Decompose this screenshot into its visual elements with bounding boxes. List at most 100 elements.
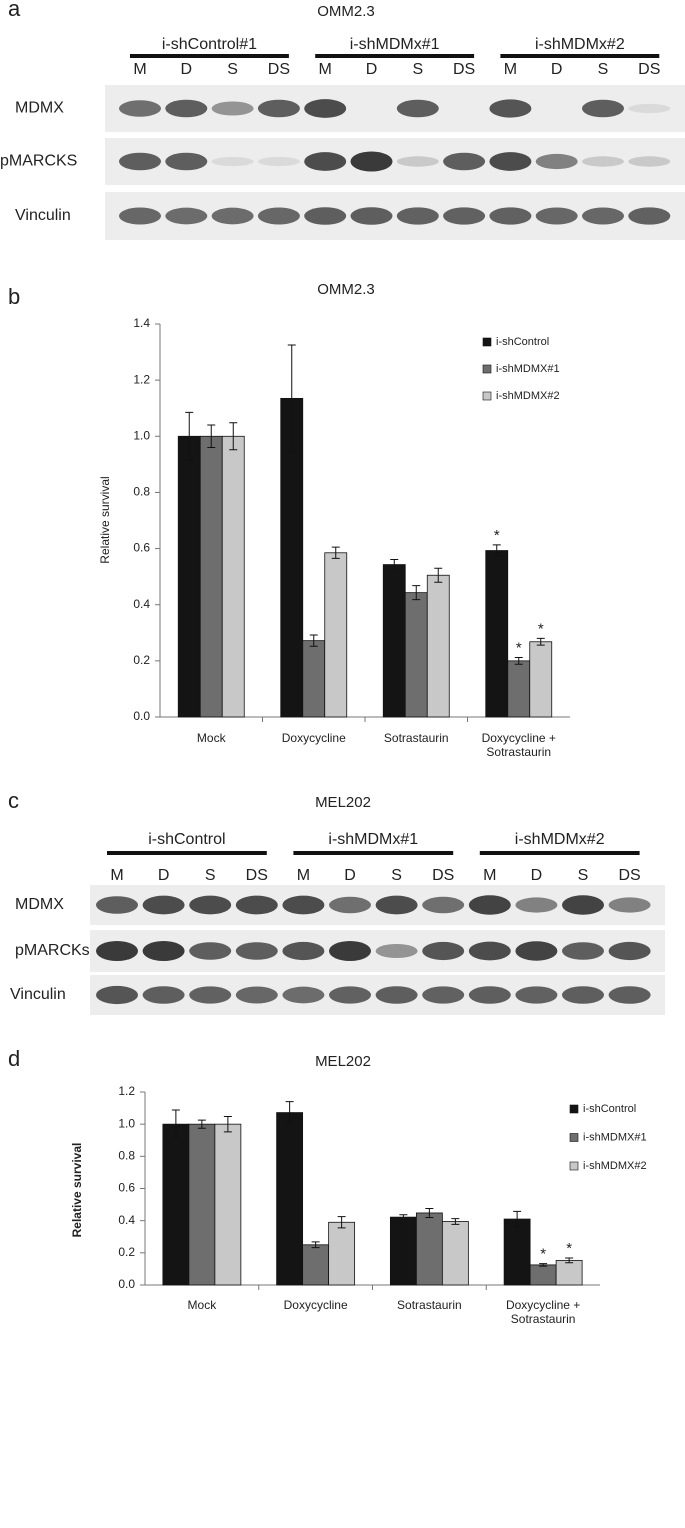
bar [507, 660, 531, 718]
lane-label: D [344, 867, 356, 884]
band [329, 896, 371, 914]
y-tick-label: 0.0 [118, 1277, 135, 1291]
bar [177, 435, 201, 718]
band [489, 207, 532, 225]
band [468, 986, 511, 1004]
lane-label: DS [246, 867, 268, 884]
band [165, 99, 208, 118]
bar [199, 435, 223, 718]
lane-label: D [158, 867, 170, 884]
lane-label: S [391, 867, 402, 884]
band [235, 942, 278, 960]
legend-label: i-shControl [583, 1103, 636, 1115]
bar [328, 1221, 356, 1286]
band [608, 897, 651, 913]
band [562, 895, 604, 915]
band [350, 207, 393, 225]
bar [485, 550, 509, 718]
band [443, 207, 486, 225]
error-bar [309, 634, 318, 647]
x-tick-label: Doxycycline + Sotrastaurin [481, 731, 556, 759]
band [350, 151, 393, 172]
y-axis-label: Relative survival [98, 476, 112, 563]
significance-mark: * [540, 1246, 546, 1263]
error-bar [229, 422, 238, 451]
band [119, 152, 161, 171]
band [211, 156, 254, 167]
band [257, 156, 300, 167]
band [189, 942, 232, 960]
bar [555, 1259, 583, 1286]
bar [404, 592, 428, 718]
error-bar [513, 1210, 522, 1228]
band [304, 152, 347, 171]
band [396, 207, 439, 225]
band [443, 152, 486, 171]
x-tick-label: Mock [196, 731, 226, 745]
error-bar [390, 559, 399, 571]
row-label: pMARCKs [15, 942, 90, 959]
band [422, 941, 465, 961]
error-bar [451, 1218, 460, 1225]
y-tick-label: 0.4 [118, 1213, 135, 1227]
bar [324, 552, 348, 718]
legend-label: i-shMDMX#1 [583, 1131, 647, 1143]
band [142, 986, 185, 1004]
band [375, 895, 418, 915]
error-bar [337, 1216, 346, 1229]
band [422, 986, 465, 1004]
legend-label: i-shMDMX#2 [583, 1160, 647, 1172]
legend-swatch [569, 1161, 579, 1171]
bar [529, 1264, 557, 1286]
panel-label: d [8, 1046, 20, 1071]
lane-label: M [504, 61, 517, 78]
lane-label: S [598, 61, 609, 78]
y-tick-label: 1.2 [133, 372, 150, 386]
band [142, 941, 185, 961]
band [628, 156, 671, 167]
significance-mark: * [538, 620, 544, 637]
y-tick-label: 1.0 [118, 1116, 135, 1130]
error-bar [434, 567, 443, 583]
group-label: i-shMDMx#1 [350, 36, 440, 53]
band [189, 895, 232, 915]
y-tick-label: 0.2 [133, 653, 150, 667]
lane-label: S [205, 867, 216, 884]
bar [214, 1123, 242, 1286]
lane-label: DS [638, 61, 660, 78]
error-bar [223, 1115, 232, 1133]
legend-swatch [482, 364, 492, 374]
band [235, 986, 278, 1004]
bar [221, 435, 245, 718]
band [562, 942, 604, 960]
x-tick-label: Doxycycline + Sotrastaurin [505, 1298, 581, 1326]
error-bar [399, 1214, 408, 1221]
lane-label: M [110, 867, 123, 884]
y-tick-label: 0.2 [118, 1245, 135, 1259]
legend-swatch [482, 337, 492, 347]
blot-title: OMM2.3 [317, 3, 375, 20]
band [422, 896, 465, 914]
band [96, 985, 138, 1005]
row-label: MDMX [15, 896, 64, 913]
lane-label: M [133, 61, 146, 78]
y-tick-label: 0.8 [118, 1149, 135, 1163]
band [329, 941, 371, 961]
lane-label: DS [453, 61, 475, 78]
band [257, 207, 300, 225]
error-bar [311, 1241, 320, 1249]
y-tick-label: 1.4 [133, 316, 150, 330]
bar [415, 1212, 443, 1286]
group-label: i-shMDMx#2 [535, 36, 625, 53]
band [211, 207, 254, 225]
legend-label: i-shMDMX#2 [496, 390, 560, 402]
y-tick-label: 1.0 [133, 428, 150, 442]
legend-swatch [482, 391, 492, 401]
band [489, 99, 532, 118]
legend-swatch [569, 1104, 579, 1114]
band [582, 156, 624, 167]
chart-title: OMM2.3 [317, 281, 375, 298]
band [165, 207, 208, 225]
panel-label: b [8, 284, 20, 309]
lane-label: DS [432, 867, 454, 884]
